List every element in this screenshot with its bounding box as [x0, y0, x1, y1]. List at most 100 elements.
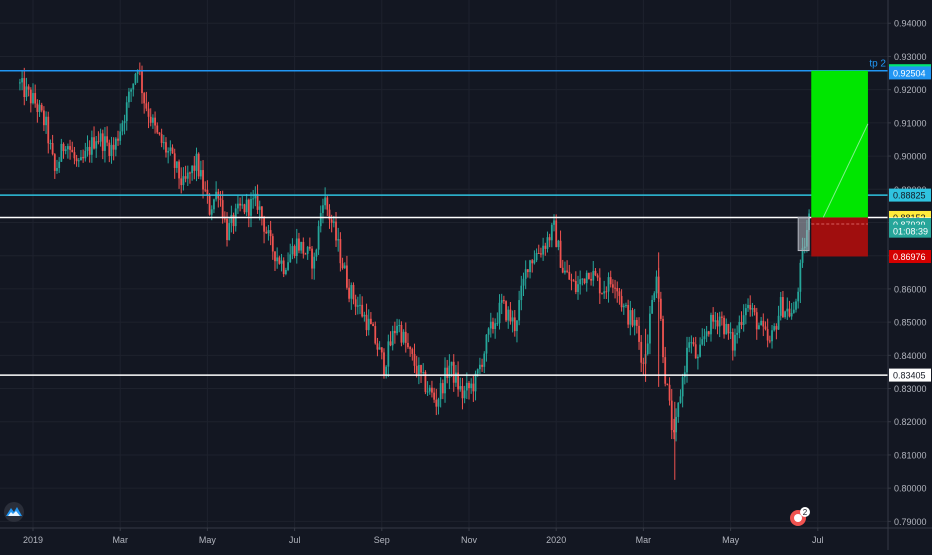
candle [751, 302, 754, 317]
candle [143, 91, 146, 114]
candle [655, 270, 658, 299]
candle-body [199, 170, 202, 177]
candle-body [620, 296, 623, 308]
candle-body [274, 251, 276, 262]
candle-body [241, 204, 244, 206]
candle-body [330, 219, 333, 223]
candle [97, 131, 100, 145]
candle-body [738, 321, 741, 333]
candle-body [710, 314, 712, 335]
candle-body [792, 309, 795, 313]
candle [782, 290, 784, 319]
date-range-box[interactable] [797, 216, 810, 252]
candle [66, 143, 69, 159]
horizontal-levels[interactable] [0, 69, 888, 376]
x-tick-label: Jul [812, 535, 824, 545]
candle [742, 304, 745, 332]
candle [795, 298, 797, 313]
candle-body [387, 341, 390, 367]
candle [287, 252, 289, 272]
candle-body [82, 157, 85, 159]
candle-body [145, 103, 148, 109]
candle-body [191, 165, 194, 174]
candle-body [86, 146, 89, 151]
price-label-bg [889, 249, 931, 263]
y-tick-label: 0.80000 [894, 484, 927, 494]
event-badge-count: 2 [803, 508, 808, 517]
candle [80, 150, 82, 161]
candle [19, 78, 21, 91]
candle-body [101, 133, 104, 151]
price-label: 0.92504 [889, 66, 931, 80]
event-marker-icon[interactable]: 2 [790, 507, 810, 526]
candle-body [343, 265, 346, 269]
candle [380, 347, 383, 360]
candle-body [553, 220, 555, 225]
candle [361, 296, 364, 318]
candle [720, 311, 723, 326]
candle-body [426, 391, 429, 393]
candle [762, 313, 765, 337]
loss-zone[interactable] [811, 217, 868, 257]
candle-body [282, 260, 285, 275]
candle-body [607, 277, 610, 292]
candle-body [673, 430, 675, 433]
candle-body [99, 133, 102, 142]
candle-body [143, 93, 146, 104]
candle [84, 142, 87, 162]
y-tick-label: 0.83000 [894, 384, 927, 394]
candle [659, 291, 662, 322]
candle [502, 295, 505, 304]
candle-body [169, 147, 172, 151]
x-tick-label: May [722, 535, 740, 545]
candle-body [496, 323, 499, 325]
candle-body [374, 326, 377, 344]
candle-body [522, 278, 525, 286]
candle [308, 237, 311, 251]
candle-body [400, 325, 403, 343]
candle [507, 306, 510, 329]
candle-body [627, 305, 630, 325]
candle [34, 84, 37, 108]
profit-zone[interactable] [811, 70, 868, 218]
logo-shape-inner [8, 511, 20, 516]
candle [590, 272, 592, 286]
candle [457, 361, 459, 397]
candle-body [581, 278, 584, 280]
candle [149, 108, 152, 127]
candle [607, 272, 610, 303]
candle-body [614, 287, 616, 289]
long-position-tool[interactable]: tp 2 [797, 59, 886, 257]
candle [184, 165, 187, 183]
candle-body [51, 143, 54, 155]
candle-body [300, 241, 303, 251]
candle-body [588, 272, 590, 279]
candle-body [77, 160, 80, 162]
candle [729, 322, 732, 340]
price-label: 01:08:39 [889, 224, 931, 238]
candle-body [642, 362, 645, 364]
candle [378, 341, 381, 350]
candle-body [90, 137, 93, 155]
candle-body [468, 382, 470, 389]
candle-body [760, 320, 763, 326]
candle-body [208, 194, 211, 215]
candle [498, 294, 501, 330]
candle [483, 351, 486, 373]
candle [58, 157, 61, 173]
candle-body [768, 340, 771, 342]
candle [125, 96, 128, 131]
candle [173, 148, 176, 179]
candle-body [247, 199, 250, 216]
candle-body [391, 330, 394, 346]
candle-body [690, 342, 693, 344]
candle-body [47, 116, 50, 144]
candle [348, 278, 350, 303]
x-tick-label: 2019 [23, 535, 43, 545]
candle-body [32, 93, 34, 104]
candle [524, 260, 527, 290]
price-label-text: 01:08:39 [893, 227, 928, 237]
candle [295, 228, 298, 264]
candle-body [649, 313, 651, 344]
